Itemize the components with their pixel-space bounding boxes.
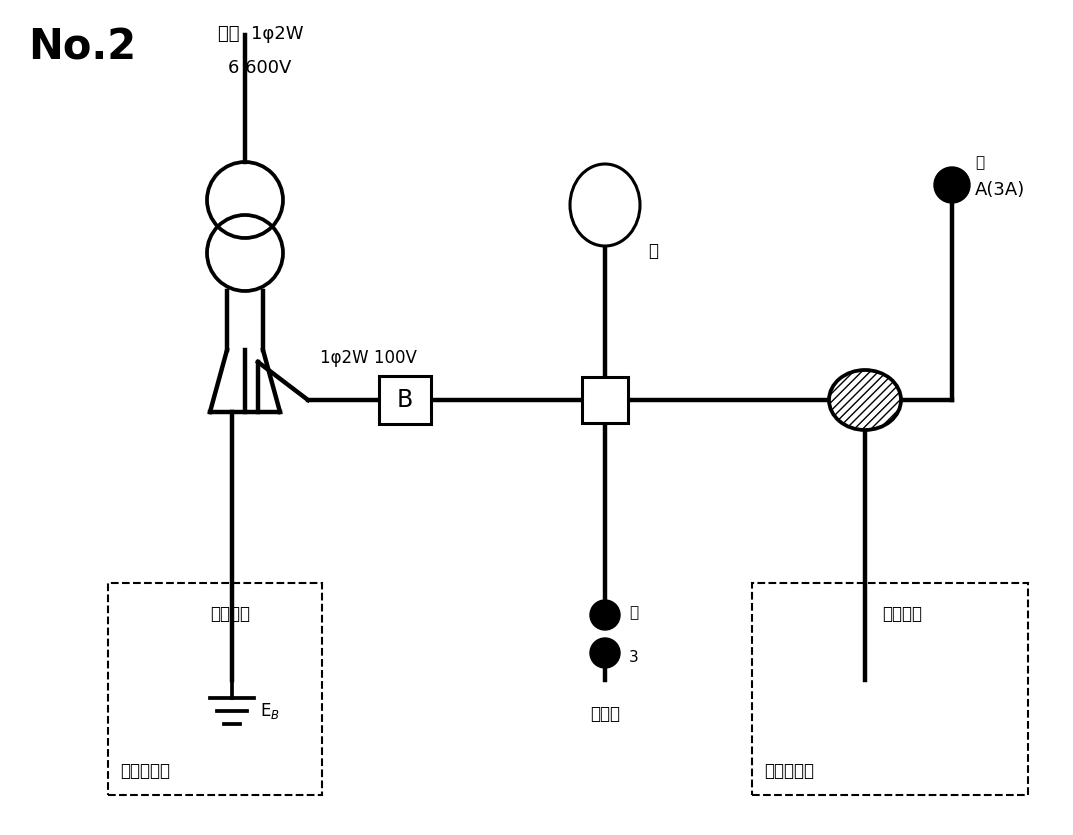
- Text: 3: 3: [629, 650, 638, 665]
- Bar: [379, 376, 431, 424]
- Text: 施工省略: 施工省略: [882, 605, 922, 623]
- Text: A(3A): A(3A): [975, 181, 1025, 199]
- Bar: [752, 583, 1028, 795]
- Circle shape: [934, 167, 970, 203]
- Text: No.2: No.2: [28, 27, 136, 69]
- Text: 他の負荷へ: 他の負荷へ: [764, 762, 814, 780]
- Ellipse shape: [829, 370, 901, 430]
- Text: R: R: [597, 193, 614, 217]
- Ellipse shape: [570, 164, 640, 246]
- Text: イ: イ: [629, 605, 638, 620]
- Bar: [582, 377, 628, 423]
- Text: 6 600V: 6 600V: [227, 59, 292, 77]
- Circle shape: [590, 600, 620, 630]
- Text: 切替用: 切替用: [590, 705, 620, 723]
- Text: イ: イ: [975, 155, 984, 170]
- Circle shape: [590, 638, 620, 668]
- Text: 電源  1φ2W: 電源 1φ2W: [218, 25, 304, 43]
- Text: イ: イ: [648, 242, 658, 260]
- Text: 施工省略: 施工省略: [210, 605, 250, 623]
- Text: 他の負荷へ: 他の負荷へ: [120, 762, 170, 780]
- Text: E$_B$: E$_B$: [260, 701, 280, 721]
- Bar: [108, 583, 322, 795]
- Text: 1φ2W 100V: 1φ2W 100V: [320, 349, 417, 367]
- Text: B: B: [397, 388, 413, 412]
